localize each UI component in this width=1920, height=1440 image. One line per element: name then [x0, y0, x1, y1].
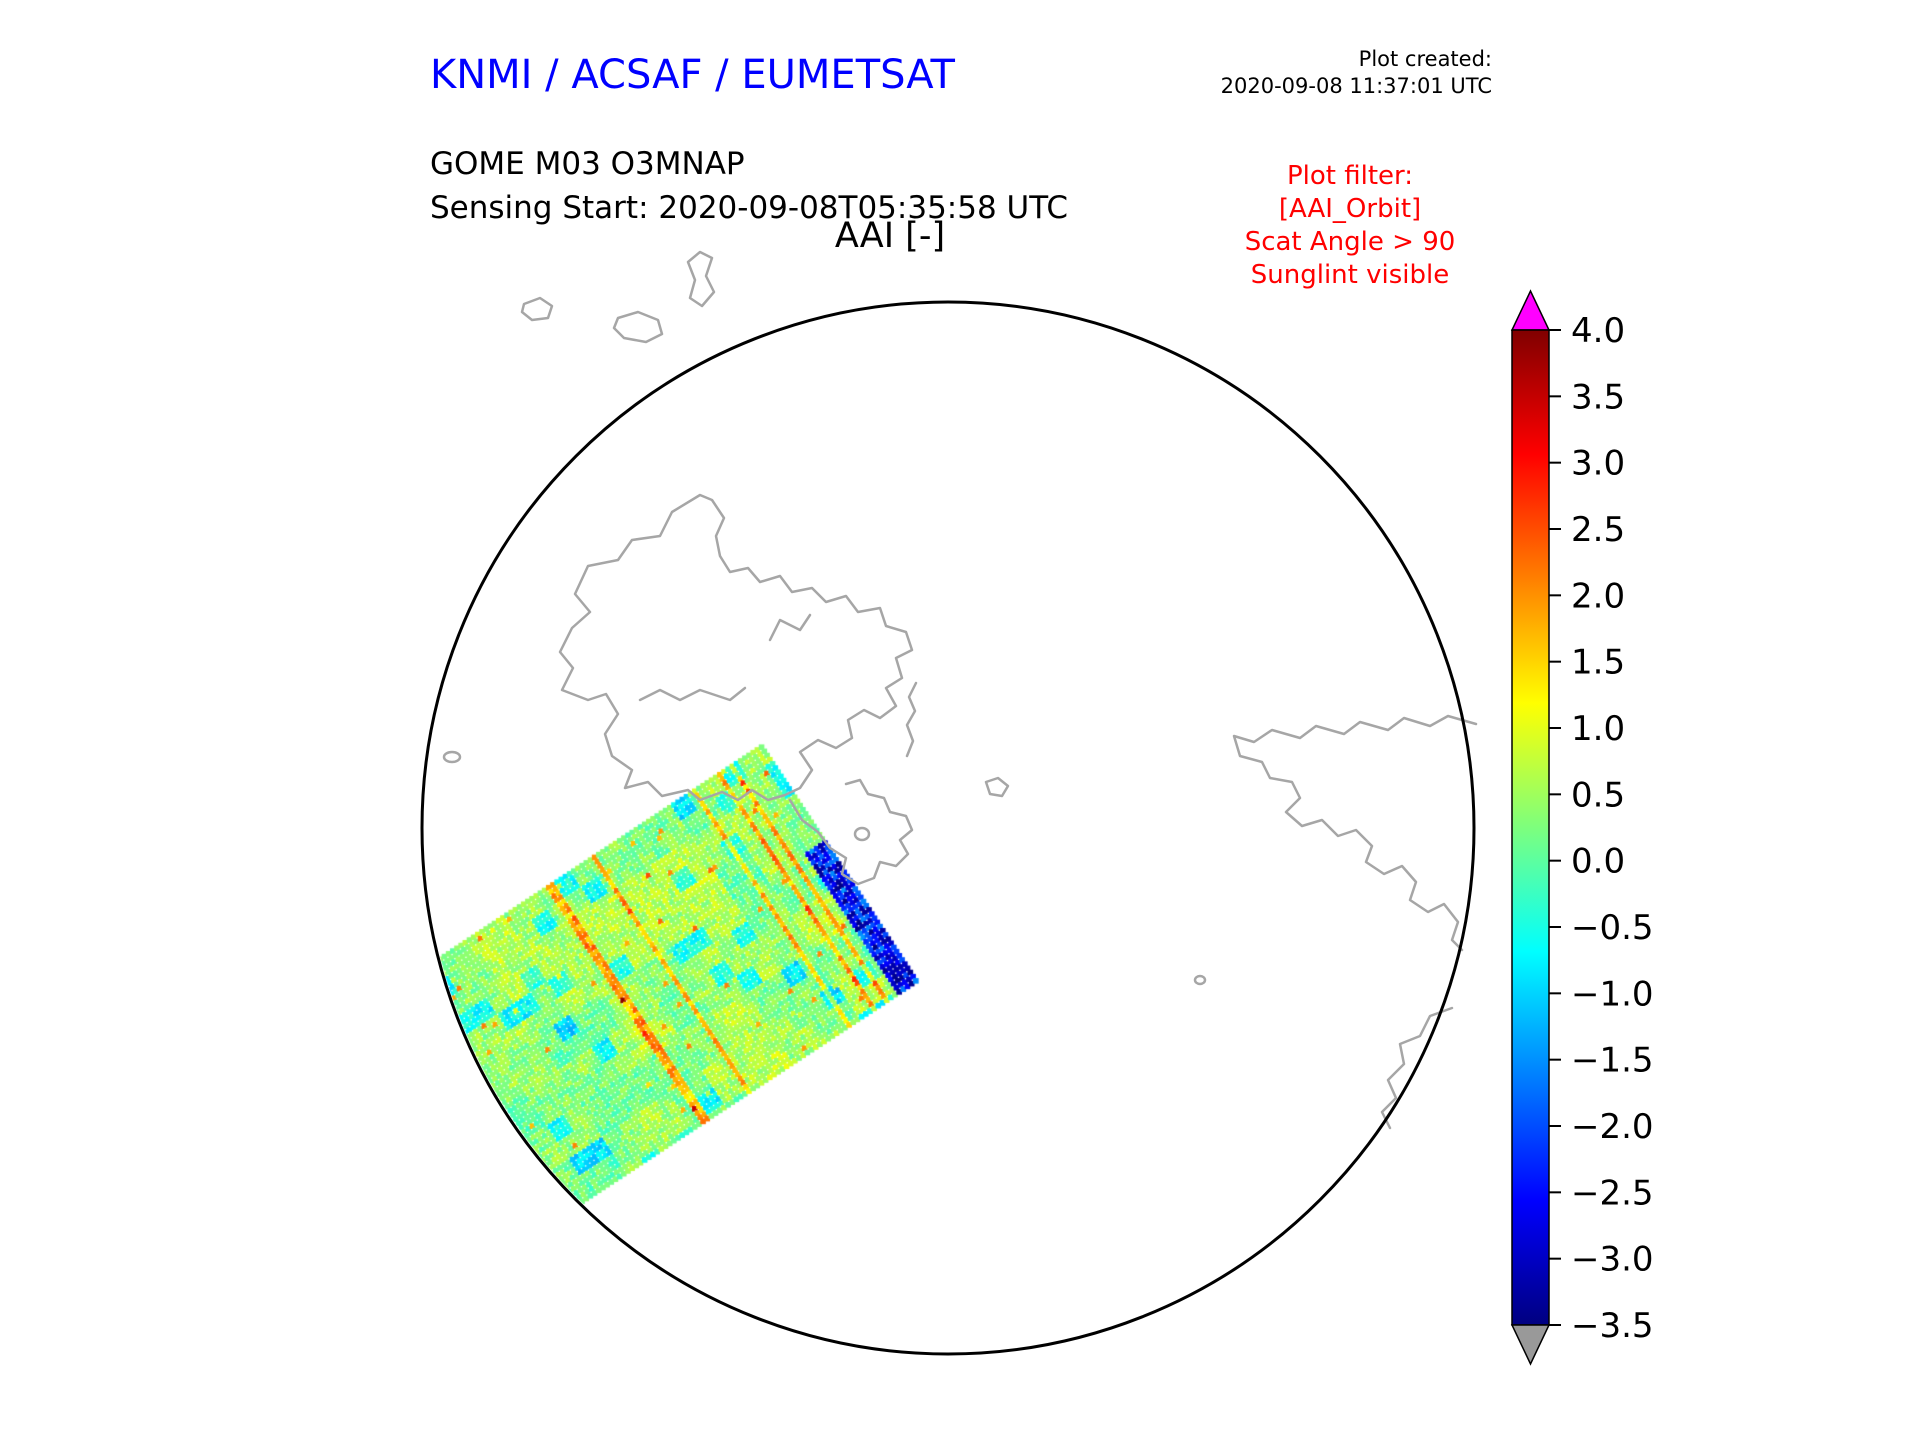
island-top-2 [612, 310, 664, 344]
coastline-right-lower [1380, 1006, 1454, 1130]
coastlines [442, 250, 1478, 1130]
plot-filter-line: Sunglint visible [1250, 260, 1450, 290]
colorbar-tick-label: 3.0 [1571, 444, 1625, 484]
colorbar-tick-label: −0.5 [1571, 908, 1654, 948]
colorbar-under-arrow [1510, 1324, 1551, 1366]
colorbar-tick-label: −1.5 [1571, 1041, 1654, 1081]
colorbar-tick-label: 0.0 [1571, 842, 1625, 882]
plot-created-label: Plot created: [1358, 47, 1492, 71]
colorbar-tick-label: 2.0 [1571, 576, 1625, 616]
island-small-3 [984, 776, 1010, 798]
plot-filter-line: [AAI_Orbit] [1278, 194, 1422, 224]
coastline-right-upper [1232, 714, 1478, 952]
colorbar-tick-label: −3.5 [1571, 1306, 1654, 1346]
plot-filter-line: Plot filter: [1286, 161, 1414, 191]
colorbar-tick-label: 1.5 [1571, 643, 1625, 683]
map-boundary-circle [420, 300, 1476, 1356]
colorbar-tick-label: 1.0 [1571, 709, 1625, 749]
plot-filter-line: Scat Angle > 90 [1244, 227, 1456, 257]
product-block: GOME M03 O3MNAP Sensing Start: 2020-09-0… [430, 142, 1068, 230]
colorbar-tick-label: 2.5 [1571, 510, 1625, 550]
product-name: GOME M03 O3MNAP [430, 146, 745, 182]
island-small-1 [853, 826, 871, 842]
colorbar-tick-label: 4.0 [1571, 311, 1625, 351]
coastline-antarctica [558, 493, 914, 802]
island-small-2 [442, 750, 462, 764]
island-small-4 [1193, 974, 1207, 986]
coastline-ice-shelf-hook [788, 778, 914, 886]
org-title: KNMI / ACSAF / EUMETSAT [430, 52, 955, 98]
coastline-inner-detail-1 [638, 686, 747, 702]
island-top-1 [686, 250, 716, 308]
colorbar-ticks: 4.0 3.5 3.0 2.5 2.0 1.5 1.0 0.5 0.0 −0.5 −1.0 −1.5 −… [1549, 311, 1654, 1346]
island-top-3 [520, 296, 554, 322]
colorbar-tick-label: −3.0 [1571, 1240, 1654, 1280]
sensing-start: Sensing Start: 2020-09-08T05:35:58 UTC [430, 190, 1068, 226]
plot-title: AAI [-] [834, 216, 946, 256]
colorbar: 4.0 3.5 3.0 2.5 2.0 1.5 1.0 0.5 0.0 −0.5 −1.0 −1.5 −… [1510, 289, 1654, 1366]
colorbar-tick-label: 3.5 [1571, 377, 1625, 417]
colorbar-tick-label: −1.0 [1571, 974, 1654, 1014]
colorbar-tick-label: 0.5 [1571, 775, 1625, 815]
colorbar-gradient [1511, 329, 1550, 1326]
plot-created-value: 2020-09-08 11:37:01 UTC [1220, 74, 1492, 98]
aai-swath-raster [421, 301, 1475, 1355]
plot-created-block: Plot created: 2020-09-08 11:37:01 UTC [1150, 46, 1492, 100]
colorbar-over-arrow [1510, 289, 1551, 331]
coastline-inner-detail-2 [768, 613, 812, 642]
colorbar-tick-label: −2.0 [1571, 1107, 1654, 1147]
colorbar-tick-label: −2.5 [1571, 1173, 1654, 1213]
coastline-inner-detail-3 [905, 681, 918, 758]
plot-filter-note: Plot filter: [AAI_Orbit] Scat Angle > 90… [1198, 160, 1502, 292]
